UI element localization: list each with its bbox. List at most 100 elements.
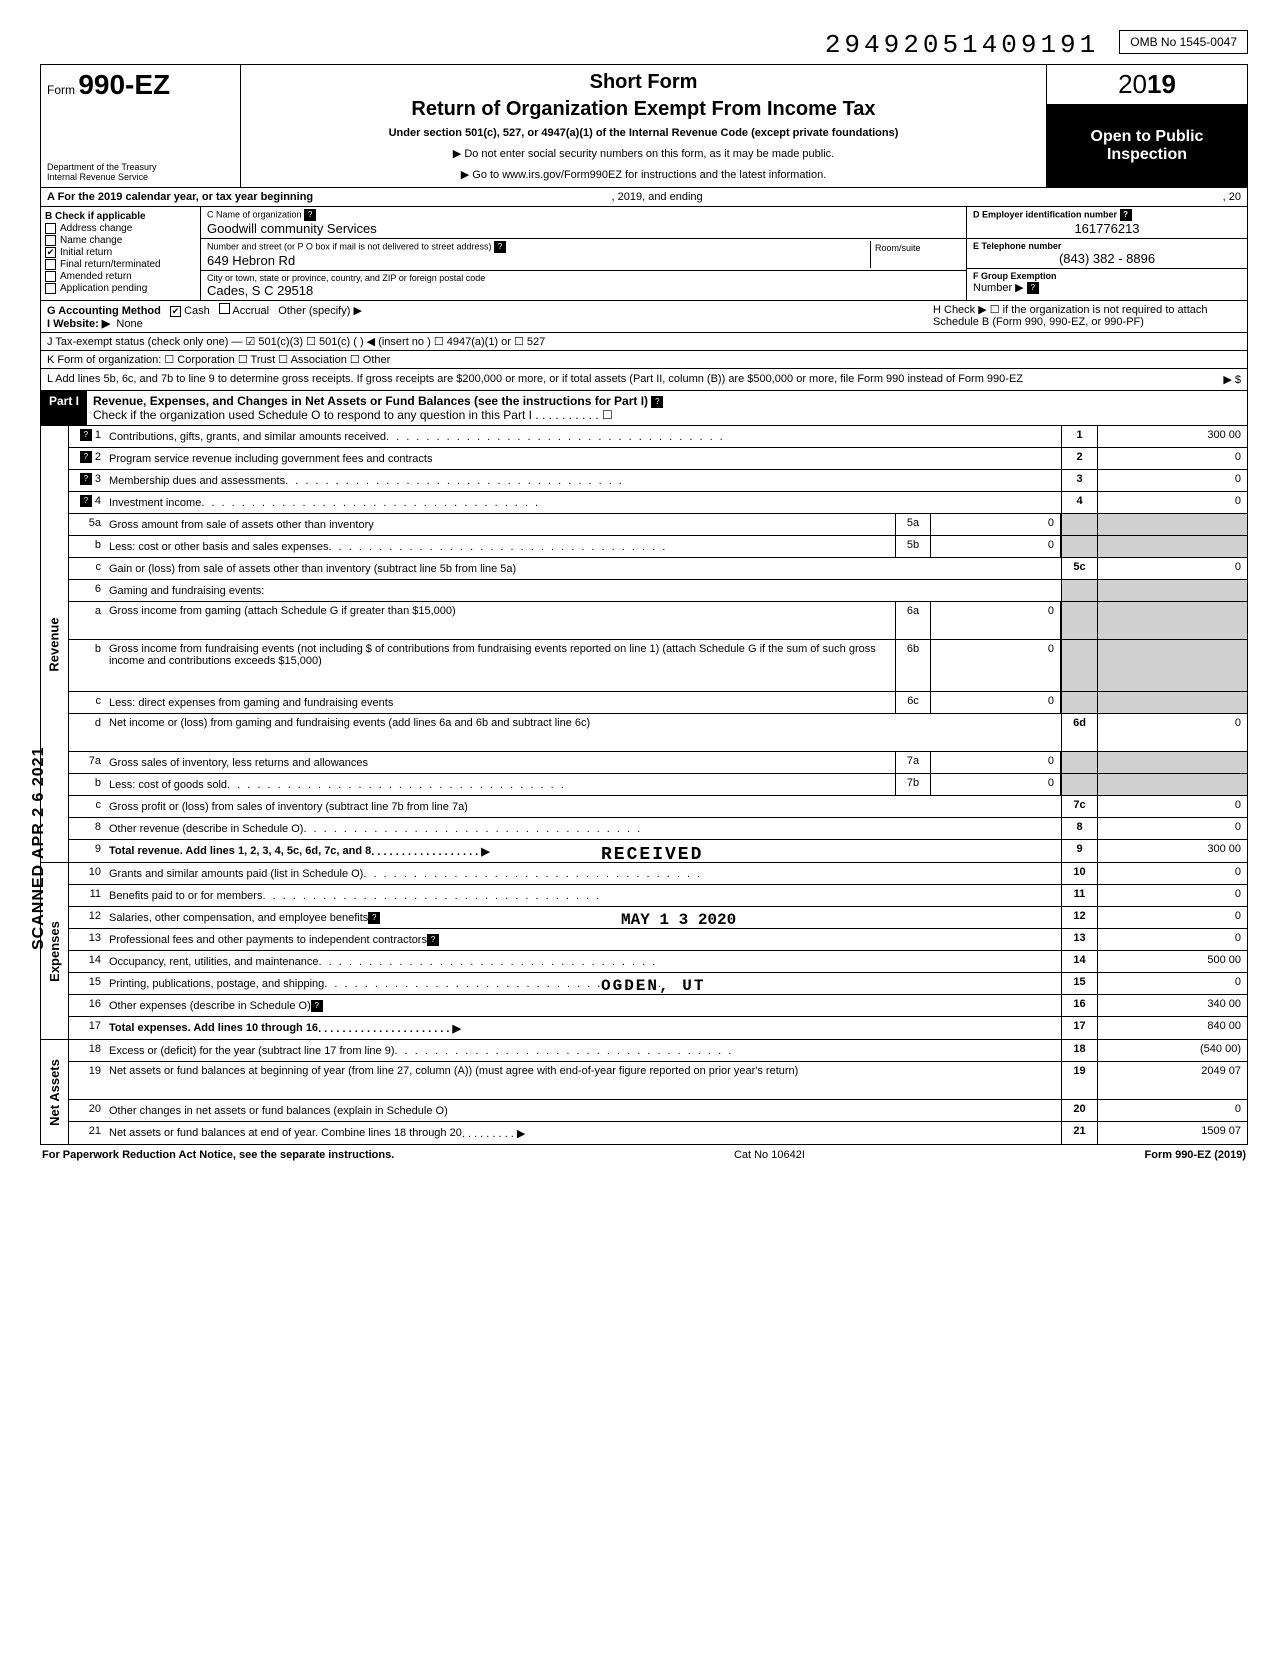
phone-row: E Telephone number (843) 382 - 8896: [967, 239, 1247, 269]
line-17-desc: Total expenses. Add lines 10 through 16 …: [105, 1017, 1061, 1039]
dept-line2: Internal Revenue Service: [47, 173, 234, 183]
row-l: L Add lines 5b, 6c, and 7b to line 9 to …: [40, 369, 1248, 391]
line-6a-snum: 6a: [895, 602, 931, 639]
c-addr-label: Number and street (or P O box if mail is…: [207, 241, 491, 251]
line-10: 10 Grants and similar amounts paid (list…: [69, 863, 1247, 885]
line-5a: 5a Gross amount from sale of assets othe…: [69, 514, 1247, 536]
help-icon[interactable]: ?: [427, 934, 439, 946]
line-7c-rval: 0: [1097, 796, 1247, 817]
chk-lbl-5: Application pending: [60, 283, 147, 294]
line-4-rval: 0: [1097, 492, 1247, 513]
g-accrual: Accrual: [232, 305, 269, 317]
omb-number: OMB No 1545-0047: [1119, 30, 1248, 54]
line-2-rval: 0: [1097, 448, 1247, 469]
help-icon[interactable]: ?: [80, 429, 92, 441]
grey-cell: [1097, 692, 1247, 713]
footer-right: Form 990-EZ (2019): [1145, 1149, 1246, 1161]
help-icon[interactable]: ?: [1120, 209, 1132, 221]
line-3: ? 3 Membership dues and assessments 3 0: [69, 470, 1247, 492]
help-icon[interactable]: ?: [311, 1000, 323, 1012]
row-k: K Form of organization: ☐ Corporation ☐ …: [41, 351, 1247, 369]
revenue-side-label: Revenue: [41, 426, 69, 862]
line-2-desc: Program service revenue including govern…: [105, 448, 1061, 469]
line-10-desc: Grants and similar amounts paid (list in…: [105, 863, 1061, 884]
line-1-rnum: 1: [1061, 426, 1097, 447]
line-7b-snum: 7b: [895, 774, 931, 795]
line-19-rval: 2049 07: [1097, 1062, 1247, 1099]
chk-application-pending[interactable]: Application pending: [45, 283, 196, 294]
year-20: 20: [1118, 69, 1147, 99]
part1-check-line: Check if the organization used Schedule …: [93, 408, 613, 422]
arrow-line-1: ▶ Do not enter social security numbers o…: [249, 147, 1038, 160]
line-10-rnum: 10: [1061, 863, 1097, 884]
line-16-rval: 340 00: [1097, 995, 1247, 1016]
org-name-row: C Name of organization ? Goodwill commun…: [201, 207, 966, 239]
help-icon[interactable]: ?: [1027, 282, 1039, 294]
chk-final-return[interactable]: Final return/terminated: [45, 259, 196, 270]
grey-cell: [1097, 580, 1247, 601]
netassets-side-label: Net Assets: [41, 1040, 69, 1144]
g-cash: Cash: [184, 305, 210, 317]
line-5b: b Less: cost or other basis and sales ex…: [69, 536, 1247, 558]
line-14-rnum: 14: [1061, 951, 1097, 972]
line-1-rval: 300 00: [1097, 426, 1247, 447]
chk-name-change[interactable]: Name change: [45, 235, 196, 246]
line-5c-desc: Gain or (loss) from sale of assets other…: [105, 558, 1061, 579]
grey-cell: [1097, 752, 1247, 773]
grey-cell: [1061, 514, 1097, 535]
line-6c-sval: 0: [931, 692, 1061, 713]
line-7c-rnum: 7c: [1061, 796, 1097, 817]
help-icon[interactable]: ?: [80, 451, 92, 463]
line-5c-rnum: 5c: [1061, 558, 1097, 579]
top-row: 29492051409191 OMB No 1545-0047: [40, 30, 1248, 60]
line-11-rval: 0: [1097, 885, 1247, 906]
f-label: F Group Exemption: [973, 271, 1241, 281]
help-icon[interactable]: ?: [304, 209, 316, 221]
line-14: 14 Occupancy, rent, utilities, and maint…: [69, 951, 1247, 973]
grey-cell: [1061, 536, 1097, 557]
expenses-lines: 10 Grants and similar amounts paid (list…: [69, 863, 1247, 1039]
line-16: 16 Other expenses (describe in Schedule …: [69, 995, 1247, 1017]
help-icon[interactable]: ?: [368, 912, 380, 924]
chk-amended-return[interactable]: Amended return: [45, 271, 196, 282]
line-5c-rval: 0: [1097, 558, 1247, 579]
help-icon[interactable]: ?: [651, 396, 663, 408]
org-name-value: Goodwill community Services: [207, 221, 960, 236]
ein-row: D Employer identification number ? 16177…: [967, 207, 1247, 239]
grey-cell: [1097, 602, 1247, 639]
help-icon[interactable]: ?: [494, 241, 506, 253]
chk-address-change[interactable]: Address change: [45, 223, 196, 234]
c-name-label: C Name of organization: [207, 209, 302, 219]
line-18: 18 Excess or (deficit) for the year (sub…: [69, 1040, 1247, 1062]
line-18-rnum: 18: [1061, 1040, 1097, 1061]
header-left: Form 990-EZ Department of the Treasury I…: [41, 65, 241, 187]
row-j: J Tax-exempt status (check only one) — ☑…: [41, 333, 1247, 351]
form-page: SCANNED APR 2 6 2021 29492051409191 OMB …: [40, 30, 1248, 1165]
line-5b-desc: Less: cost or other basis and sales expe…: [105, 536, 895, 557]
line-5a-sval: 0: [931, 514, 1061, 535]
chk-initial-return[interactable]: ✔Initial return: [45, 247, 196, 258]
line-20-rnum: 20: [1061, 1100, 1097, 1121]
chk-lbl-3: Final return/terminated: [60, 259, 161, 270]
line-6-desc: Gaming and fundraising events:: [105, 580, 1061, 601]
chk-cash[interactable]: ✔: [170, 306, 181, 317]
h-schedule-b: H Check ▶ ☐ if the organization is not r…: [927, 301, 1247, 332]
help-icon[interactable]: ?: [80, 473, 92, 485]
line-12-desc: Salaries, other compensation, and employ…: [105, 907, 1061, 928]
line-2: ? 2 Program service revenue including go…: [69, 448, 1247, 470]
line-6a-sval: 0: [931, 602, 1061, 639]
line-19-rnum: 19: [1061, 1062, 1097, 1099]
line-2-rnum: 2: [1061, 448, 1097, 469]
part1-title: Revenue, Expenses, and Changes in Net As…: [87, 391, 1247, 425]
group-exemption-row: F Group Exemption Number ▶ ?: [967, 269, 1247, 296]
l-arrow: ▶ $: [1041, 373, 1241, 386]
line-5a-snum: 5a: [895, 514, 931, 535]
line-17-rval: 840 00: [1097, 1017, 1247, 1039]
line-19-desc: Net assets or fund balances at beginning…: [105, 1062, 1061, 1099]
line-15-rval: 0: [1097, 973, 1247, 994]
line-7a-snum: 7a: [895, 752, 931, 773]
chk-accrual[interactable]: [219, 303, 230, 314]
help-icon[interactable]: ?: [80, 495, 92, 507]
header-middle: Short Form Return of Organization Exempt…: [241, 65, 1047, 187]
line-13-rnum: 13: [1061, 929, 1097, 950]
